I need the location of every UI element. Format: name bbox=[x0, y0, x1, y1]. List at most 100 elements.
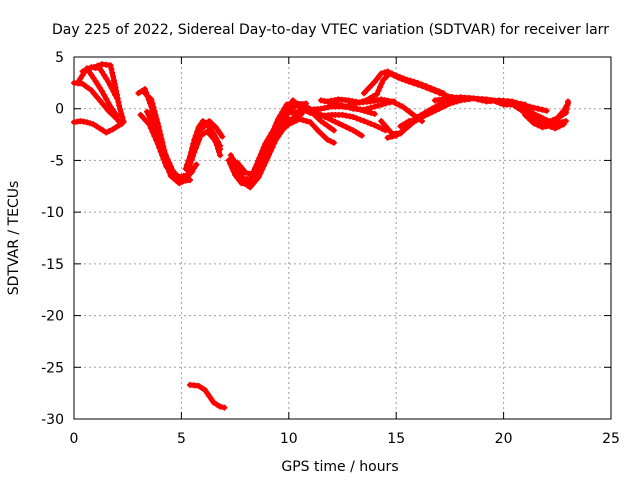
data-point bbox=[152, 126, 159, 133]
series-arc-23 bbox=[296, 104, 389, 134]
data-point bbox=[98, 68, 105, 75]
data-point bbox=[151, 108, 158, 115]
data-point bbox=[388, 133, 395, 140]
data-point bbox=[432, 107, 439, 114]
data-point bbox=[303, 118, 310, 125]
data-point bbox=[259, 155, 266, 162]
data-point bbox=[212, 139, 219, 146]
data-point bbox=[352, 100, 359, 107]
data-point bbox=[196, 136, 203, 143]
data-point bbox=[279, 108, 286, 115]
data-point bbox=[194, 140, 201, 147]
data-point bbox=[562, 104, 569, 111]
data-point bbox=[370, 93, 377, 100]
data-point bbox=[103, 95, 110, 102]
y-tick-label: -20 bbox=[41, 309, 64, 325]
data-point bbox=[328, 117, 335, 124]
data-point bbox=[378, 80, 385, 87]
data-point bbox=[341, 103, 348, 110]
data-point bbox=[246, 177, 253, 184]
data-point bbox=[118, 110, 125, 117]
data-point bbox=[423, 83, 430, 90]
data-point bbox=[532, 116, 539, 123]
data-point bbox=[161, 149, 168, 156]
data-point bbox=[199, 122, 206, 129]
data-point bbox=[439, 104, 446, 110]
data-point bbox=[371, 122, 378, 129]
data-point bbox=[556, 123, 563, 130]
data-point bbox=[145, 112, 152, 119]
data-point bbox=[346, 125, 353, 132]
data-point bbox=[148, 96, 155, 103]
plot-frame bbox=[73, 56, 612, 420]
data-point bbox=[353, 115, 360, 122]
data-point bbox=[168, 164, 175, 170]
data-point bbox=[105, 99, 112, 106]
data-point bbox=[279, 118, 286, 125]
data-point bbox=[560, 121, 567, 128]
data-point bbox=[149, 100, 156, 107]
data-point bbox=[227, 152, 234, 159]
data-point bbox=[175, 174, 182, 181]
data-point bbox=[105, 78, 112, 85]
data-point bbox=[88, 87, 95, 94]
data-point bbox=[230, 163, 236, 170]
data-point bbox=[440, 90, 447, 97]
data-point bbox=[497, 100, 503, 107]
data-point bbox=[143, 118, 150, 125]
data-point bbox=[443, 102, 450, 109]
data-point bbox=[214, 127, 221, 134]
data-point bbox=[187, 177, 193, 184]
data-point bbox=[253, 166, 260, 173]
data-point bbox=[381, 69, 388, 76]
data-point bbox=[112, 124, 119, 131]
data-point bbox=[96, 84, 103, 91]
data-point bbox=[270, 126, 277, 133]
data-point bbox=[419, 81, 425, 88]
data-point bbox=[436, 88, 443, 95]
x-axis-label: GPS time / hours bbox=[281, 459, 398, 475]
data-point bbox=[530, 104, 537, 111]
data-point bbox=[262, 148, 269, 155]
data-point bbox=[373, 91, 380, 98]
data-point bbox=[217, 146, 224, 153]
data-point bbox=[275, 116, 282, 123]
data-point bbox=[221, 404, 228, 411]
data-point bbox=[204, 128, 211, 135]
series-arc-5 bbox=[79, 64, 120, 102]
data-point bbox=[371, 103, 378, 110]
x-tick-label: 15 bbox=[387, 431, 405, 447]
data-point bbox=[535, 122, 541, 129]
data-point bbox=[326, 124, 333, 131]
data-point bbox=[489, 97, 496, 104]
data-point bbox=[108, 85, 115, 92]
data-point bbox=[169, 167, 176, 174]
data-point bbox=[114, 95, 120, 102]
data-point bbox=[150, 122, 157, 129]
data-point bbox=[103, 129, 110, 136]
data-point bbox=[141, 90, 148, 97]
data-point bbox=[450, 99, 457, 106]
data-point bbox=[206, 118, 213, 125]
data-point bbox=[281, 115, 288, 121]
x-tick-label: 25 bbox=[602, 431, 620, 447]
data-point bbox=[550, 117, 556, 124]
data-point bbox=[285, 121, 292, 128]
data-point bbox=[403, 106, 410, 113]
data-point bbox=[212, 124, 219, 131]
data-point bbox=[296, 116, 303, 123]
y-axis-label: SDTVAR / TECUs bbox=[6, 181, 22, 296]
data-point bbox=[269, 129, 276, 136]
data-point bbox=[112, 92, 119, 99]
data-point bbox=[147, 115, 154, 122]
data-point bbox=[230, 156, 236, 162]
data-point bbox=[289, 119, 296, 126]
data-point bbox=[117, 106, 124, 113]
data-point bbox=[210, 399, 217, 406]
data-point bbox=[99, 100, 106, 107]
data-point bbox=[378, 125, 385, 132]
data-point bbox=[343, 124, 350, 130]
data-point bbox=[232, 167, 239, 174]
data-point bbox=[339, 122, 346, 129]
